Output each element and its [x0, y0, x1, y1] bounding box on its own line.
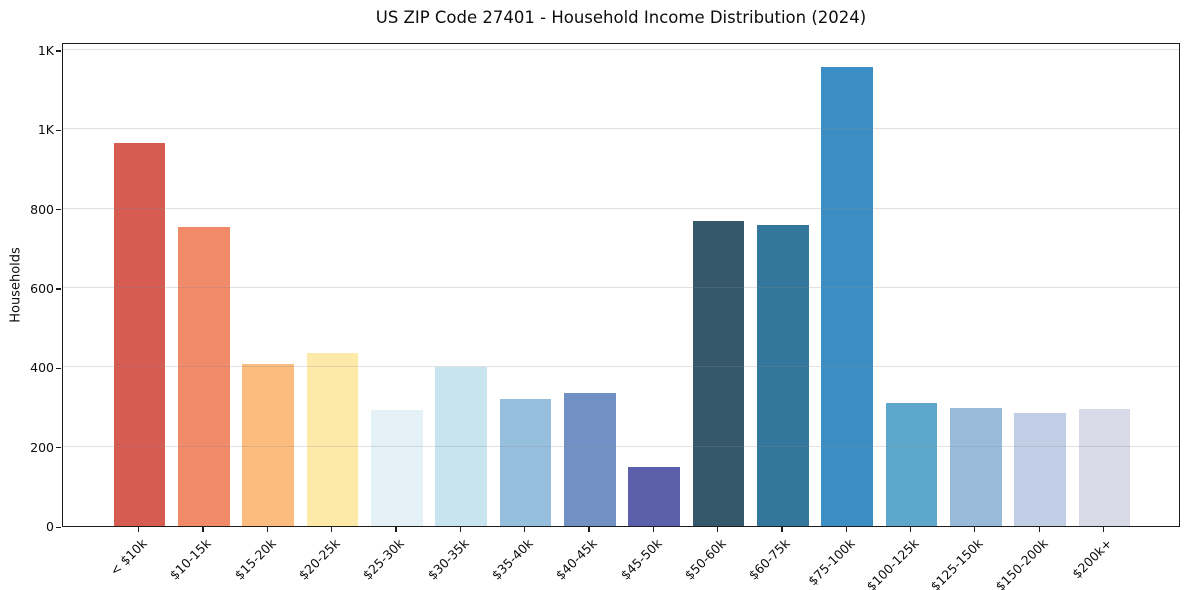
y-tick-mark — [56, 129, 61, 131]
y-tick-label: 400 — [30, 360, 54, 376]
x-tick-mark — [909, 527, 912, 532]
x-tick-mark — [1102, 527, 1105, 532]
x-tick-mark — [974, 527, 976, 532]
y-tick-mark — [56, 447, 61, 449]
y-tick-label: 800 — [30, 201, 54, 217]
bar-$125-150k — [950, 407, 1002, 526]
bar-$40-45k — [564, 392, 616, 526]
bar-$45-50k — [628, 466, 680, 526]
bar-< $10k — [113, 143, 166, 526]
x-tick-label: $35-40k — [488, 535, 536, 583]
bar-$75-100k — [821, 67, 873, 526]
y-tick-mark — [56, 288, 61, 290]
gridline-200 — [63, 445, 1179, 447]
x-tick-label: $100-125k — [863, 535, 922, 590]
bar-$60-75k — [757, 224, 809, 526]
x-tick-mark — [459, 527, 461, 532]
x-tick-mark — [1038, 527, 1040, 532]
bar-$15-20k — [242, 364, 294, 526]
x-tick-label: $200k+ — [1069, 535, 1115, 582]
bar-$20-25k — [306, 352, 359, 526]
x-tick-label: $50-60k — [681, 535, 729, 583]
x-tick-mark — [781, 527, 783, 532]
bar-$35-40k — [499, 398, 552, 526]
plot-area — [62, 43, 1180, 527]
y-tick-label: 200 — [30, 439, 54, 455]
y-tick-mark — [56, 526, 61, 528]
y-tick-mark — [56, 209, 61, 211]
x-tick-mark — [652, 527, 654, 532]
x-tick-label: $150-200k — [992, 535, 1051, 590]
bar-$10-15k — [178, 227, 230, 526]
gridline-800 — [63, 207, 1179, 209]
y-tick-label: 1K — [37, 122, 54, 138]
x-tick-mark — [331, 527, 333, 532]
bar-$200k+ — [1078, 408, 1131, 526]
bar-$100-125k — [885, 402, 938, 526]
x-tick-label: $45-50k — [617, 535, 665, 583]
x-tick-label: $60-75k — [745, 535, 794, 583]
gridline-1200 — [63, 48, 1179, 50]
y-tick-label: 600 — [30, 280, 54, 296]
x-tick-label: < $10k — [106, 535, 150, 579]
x-tick-label: $125-150k — [927, 535, 987, 590]
bar-$25-30k — [371, 409, 423, 526]
x-tick-label: $25-30k — [360, 535, 408, 583]
x-tick-mark — [588, 527, 590, 532]
x-tick-label: $20-25k — [295, 535, 343, 583]
y-tick-mark — [56, 367, 61, 369]
bar-$30-35k — [435, 366, 487, 526]
chart-title: US ZIP Code 27401 - Household Income Dis… — [375, 8, 867, 27]
y-tick-label: 1K — [37, 42, 54, 58]
x-tick-mark — [524, 527, 526, 532]
gridline-400 — [63, 366, 1179, 368]
x-tick-mark — [716, 527, 719, 532]
x-tick-mark — [202, 527, 204, 532]
x-tick-mark — [845, 527, 847, 532]
y-tick-mark — [56, 50, 61, 52]
gridline-1000 — [63, 128, 1179, 130]
gridline-600 — [63, 286, 1179, 288]
x-tick-mark — [266, 527, 268, 532]
x-tick-label: $10-15k — [167, 535, 215, 583]
bar-$50-60k — [692, 220, 745, 526]
x-tick-mark — [395, 527, 397, 532]
x-tick-label: $15-20k — [231, 535, 279, 583]
x-tick-mark — [138, 527, 140, 532]
bar-$150-200k — [1014, 412, 1066, 526]
x-tick-label: $30-35k — [424, 535, 472, 583]
x-tick-label: $40-45k — [553, 535, 601, 583]
y-tick-label: 0 — [46, 519, 54, 534]
x-tick-label: $75-100k — [804, 535, 858, 589]
